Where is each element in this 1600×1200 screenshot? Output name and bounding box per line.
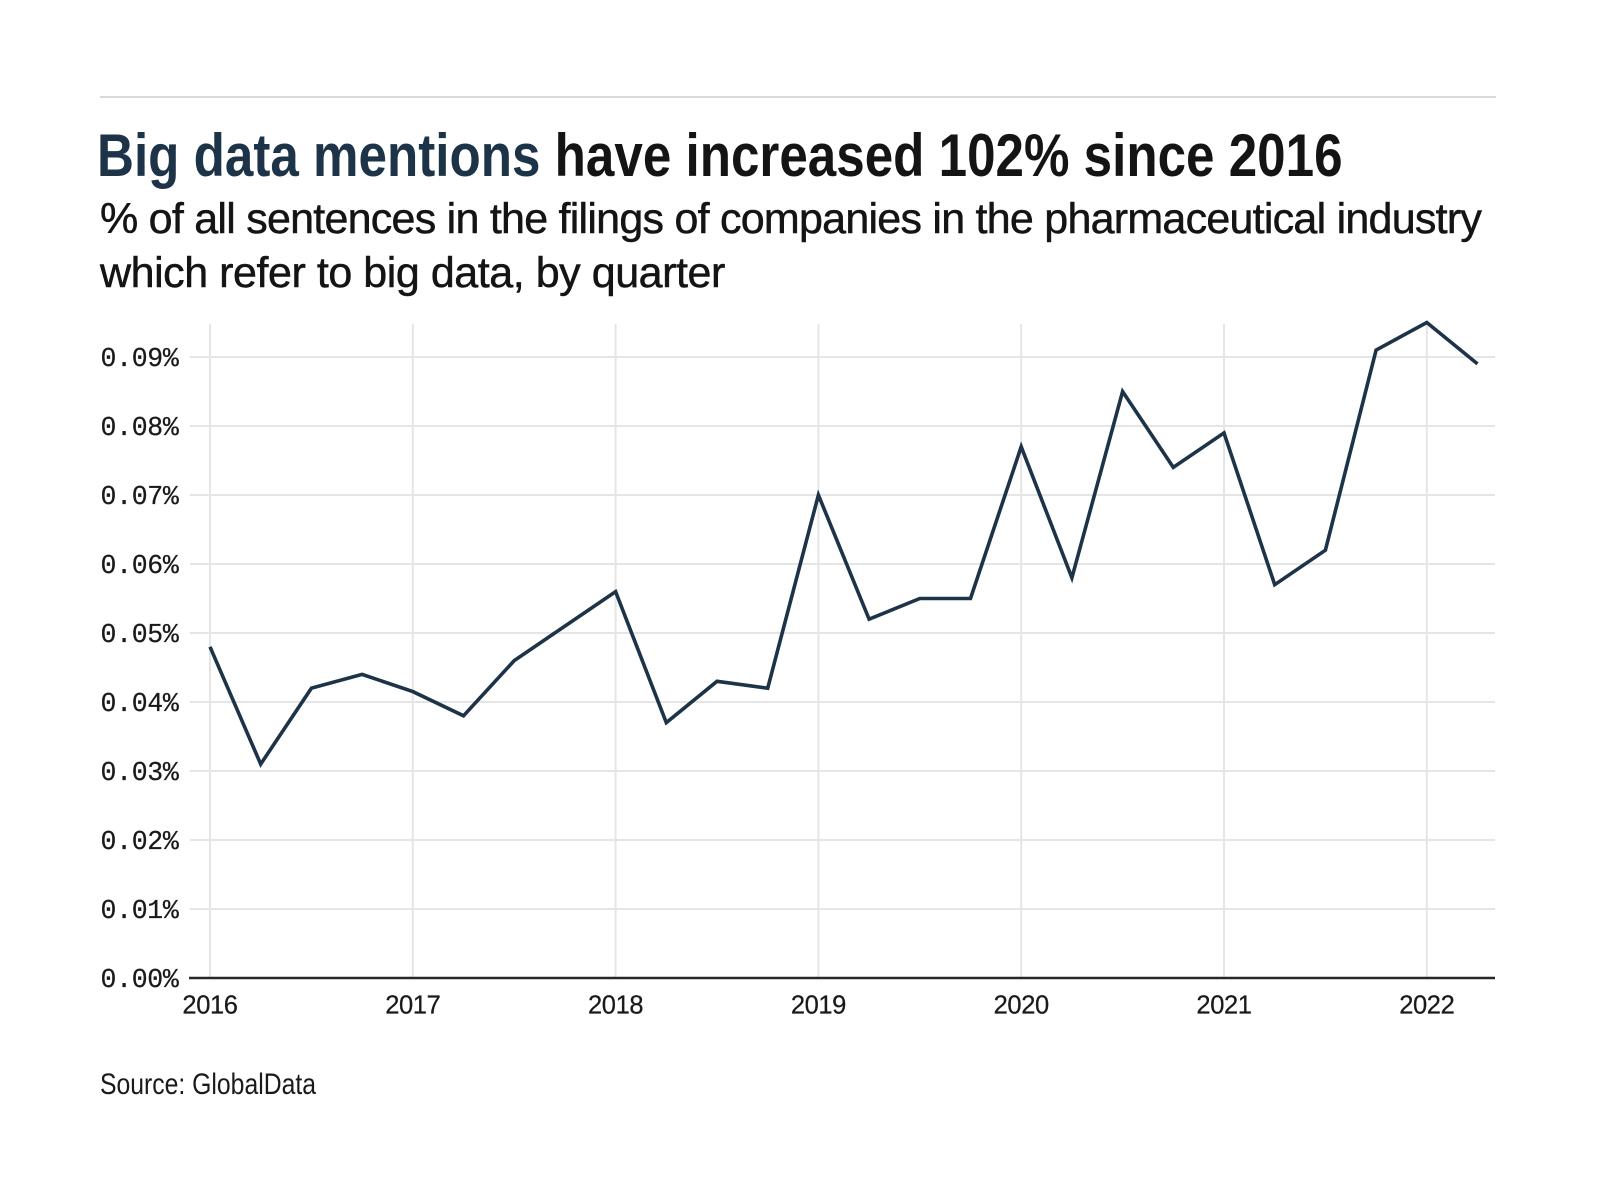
svg-text:2018: 2018 bbox=[588, 992, 643, 1020]
svg-text:0.02%: 0.02% bbox=[100, 827, 178, 857]
svg-text:2022: 2022 bbox=[1399, 992, 1454, 1020]
svg-text:2017: 2017 bbox=[385, 992, 440, 1020]
svg-text:0.00%: 0.00% bbox=[100, 965, 178, 995]
svg-text:2019: 2019 bbox=[791, 992, 846, 1020]
svg-text:2016: 2016 bbox=[182, 992, 237, 1020]
svg-text:0.07%: 0.07% bbox=[100, 482, 178, 512]
svg-text:0.05%: 0.05% bbox=[100, 620, 178, 650]
svg-text:0.09%: 0.09% bbox=[100, 344, 178, 374]
svg-text:0.03%: 0.03% bbox=[100, 758, 178, 788]
svg-text:2021: 2021 bbox=[1196, 992, 1251, 1020]
svg-text:0.08%: 0.08% bbox=[100, 413, 178, 443]
svg-text:0.06%: 0.06% bbox=[100, 551, 178, 581]
svg-text:0.04%: 0.04% bbox=[100, 689, 178, 719]
svg-text:2020: 2020 bbox=[994, 992, 1049, 1020]
svg-text:0.01%: 0.01% bbox=[100, 896, 178, 926]
